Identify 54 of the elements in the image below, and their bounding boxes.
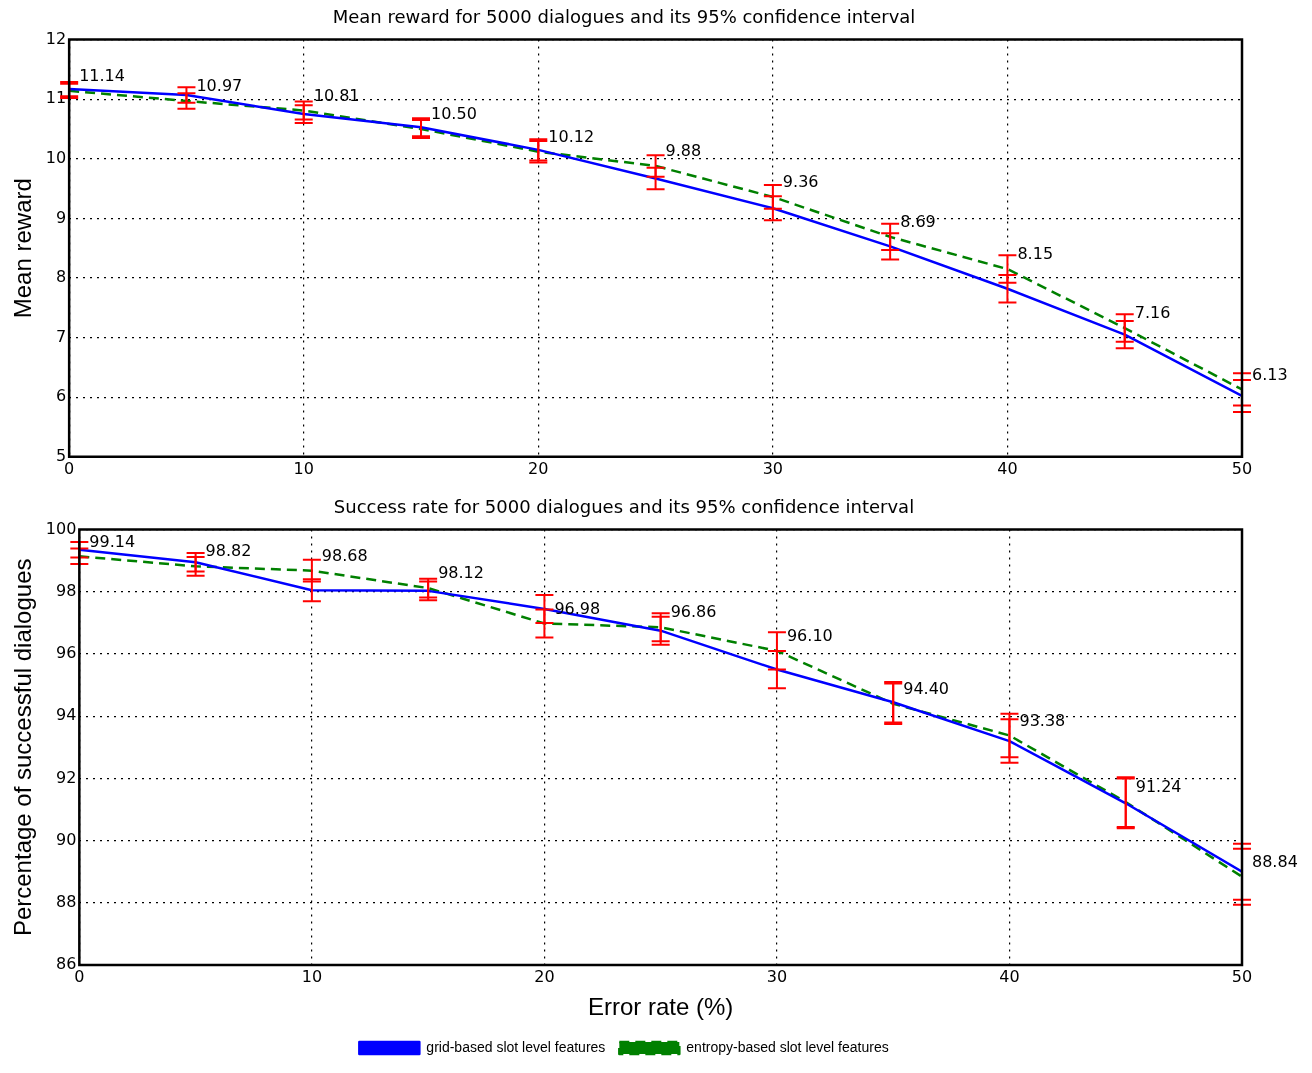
- chart-title: Success rate for 5000 dialogues and its 95% confidence interval: [333, 496, 915, 518]
- y-tick-label: 94: [55, 705, 77, 725]
- data-label: 98.68: [321, 545, 368, 565]
- data-label: 10.97: [196, 76, 243, 96]
- y-tick-label: 10: [45, 147, 67, 167]
- data-label: 93.38: [1019, 710, 1066, 730]
- y-tick-label: 88: [55, 891, 77, 911]
- x-tick-label: 40: [997, 458, 1018, 478]
- data-label: 9.88: [665, 141, 702, 161]
- data-label: 96.10: [786, 626, 833, 646]
- legend-label: grid-based slot level features: [426, 1038, 606, 1055]
- y-tick-label: 92: [55, 767, 77, 787]
- data-label: 98.12: [438, 563, 484, 583]
- data-label: 6.13: [1252, 364, 1288, 384]
- data-label: 88.84: [1252, 851, 1298, 871]
- y-tick-label: 7: [55, 326, 67, 346]
- data-label: 10.12: [548, 126, 595, 146]
- x-tick-label: 20: [534, 966, 555, 986]
- x-tick-label: 30: [762, 458, 784, 478]
- x-tick-label: 20: [528, 458, 549, 478]
- x-axis-title: Error rate (%): [587, 993, 734, 1021]
- x-tick-label: 50: [1231, 966, 1253, 986]
- x-tick-label: 10: [293, 458, 314, 478]
- data-label: 11.14: [79, 66, 125, 86]
- y-axis-title: Percentage of successful dialogues: [9, 558, 37, 937]
- data-label: 8.69: [900, 212, 936, 232]
- x-tick-label: 10: [301, 966, 323, 986]
- y-tick-label: 96: [55, 643, 77, 663]
- data-label: 98.82: [205, 541, 252, 561]
- x-tick-label: 50: [1231, 458, 1253, 478]
- x-tick-label: 30: [766, 966, 788, 986]
- y-tick-label: 12: [45, 28, 67, 48]
- y-tick-label: 100: [45, 518, 77, 538]
- data-label: 10.50: [431, 104, 477, 124]
- y-tick-label: 90: [55, 829, 77, 849]
- x-tick-label: 0: [64, 458, 75, 478]
- legend-label: entropy-based slot level features: [686, 1038, 889, 1055]
- data-label: 96.86: [670, 602, 717, 622]
- y-tick-label: 98: [55, 580, 77, 600]
- y-tick-label: 6: [55, 386, 67, 406]
- y-tick-label: 9: [55, 207, 67, 227]
- chart-title: Mean reward for 5000 dialogues and its 95% confidence interval: [332, 6, 916, 28]
- x-tick-label: 0: [74, 966, 85, 986]
- data-label: 10.81: [313, 85, 360, 105]
- data-label: 99.14: [89, 531, 136, 551]
- data-label: 9.36: [782, 172, 819, 192]
- data-label: 94.40: [903, 678, 950, 698]
- x-tick-label: 40: [999, 966, 1020, 986]
- data-label: 91.24: [1135, 777, 1182, 797]
- data-label: 7.16: [1134, 303, 1171, 323]
- y-tick-label: 8: [55, 267, 67, 287]
- y-axis-title: Mean reward: [9, 178, 37, 319]
- data-label: 8.15: [1017, 244, 1054, 264]
- data-label: 96.98: [554, 598, 601, 618]
